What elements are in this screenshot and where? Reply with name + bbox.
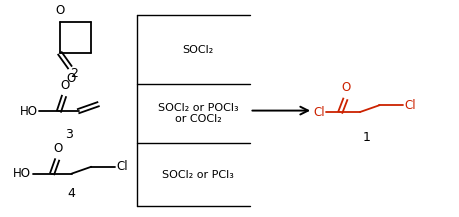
Text: O: O — [56, 4, 65, 17]
Text: O: O — [53, 142, 63, 155]
Text: 2: 2 — [70, 67, 78, 80]
Text: HO: HO — [20, 105, 38, 118]
Text: Cl: Cl — [117, 160, 128, 173]
Text: O: O — [66, 72, 75, 85]
Text: SOCl₂: SOCl₂ — [183, 44, 214, 54]
Text: Cl: Cl — [405, 99, 416, 112]
Text: 3: 3 — [65, 128, 73, 141]
Text: O: O — [60, 79, 69, 92]
Text: SOCl₂ or PCl₃: SOCl₂ or PCl₃ — [162, 169, 234, 180]
Text: O: O — [341, 81, 351, 94]
Text: 4: 4 — [68, 187, 76, 200]
Text: 1: 1 — [363, 131, 371, 144]
Text: HO: HO — [13, 167, 31, 180]
Text: SOCl₂ or POCl₃
or COCl₂: SOCl₂ or POCl₃ or COCl₂ — [158, 103, 239, 124]
Text: Cl: Cl — [313, 105, 325, 118]
